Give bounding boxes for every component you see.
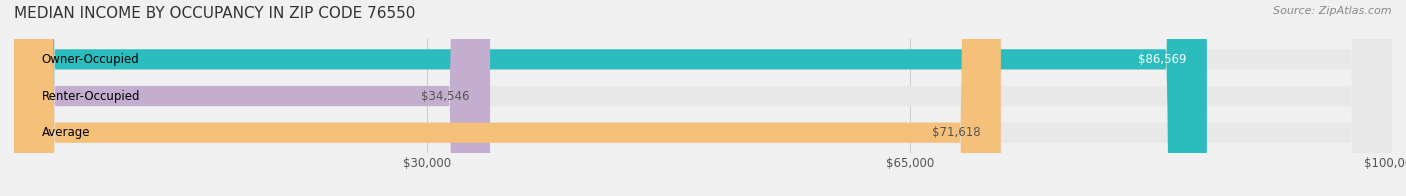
Text: $71,618: $71,618 [932,126,980,139]
FancyBboxPatch shape [14,0,491,196]
FancyBboxPatch shape [14,0,1206,196]
Text: MEDIAN INCOME BY OCCUPANCY IN ZIP CODE 76550: MEDIAN INCOME BY OCCUPANCY IN ZIP CODE 7… [14,6,415,21]
Text: Source: ZipAtlas.com: Source: ZipAtlas.com [1274,6,1392,16]
FancyBboxPatch shape [14,0,1392,196]
FancyBboxPatch shape [14,0,1392,196]
Text: Average: Average [42,126,90,139]
FancyBboxPatch shape [14,0,1392,196]
Text: $86,569: $86,569 [1137,53,1187,66]
Text: Renter-Occupied: Renter-Occupied [42,90,141,103]
Text: Owner-Occupied: Owner-Occupied [42,53,139,66]
FancyBboxPatch shape [14,0,1001,196]
Text: $34,546: $34,546 [420,90,470,103]
